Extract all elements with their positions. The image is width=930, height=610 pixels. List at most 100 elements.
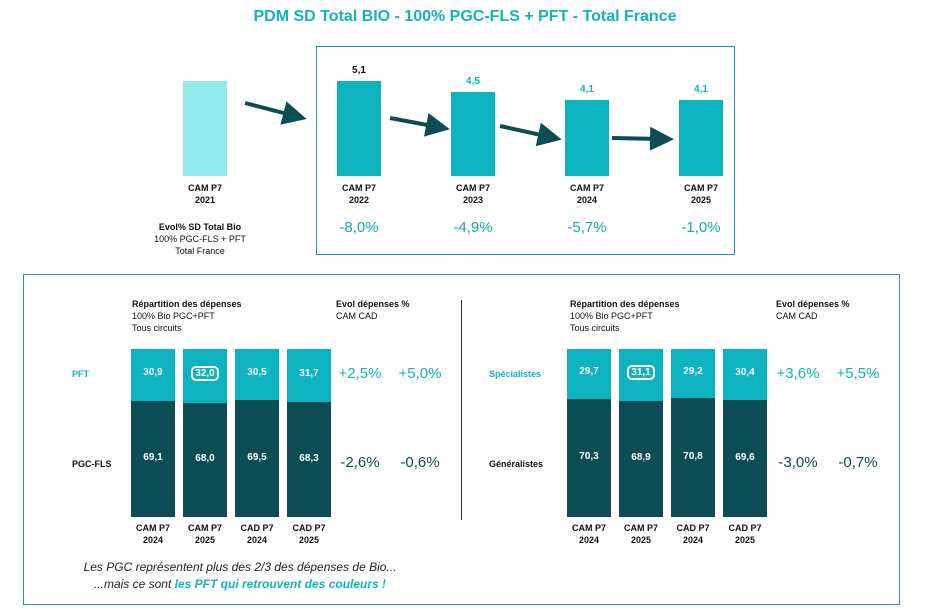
panel2-category-3-line1: 2025 — [734, 535, 756, 545]
panel1-bar-3-top — [287, 349, 331, 403]
top-evol-3: -5,7% — [567, 219, 607, 236]
panel1-evol-top-0: +2,5% — [338, 365, 382, 382]
panel2-bar-2-top — [671, 349, 715, 399]
evol-label-line2: 100% PGC-FLS + PFT — [154, 234, 246, 244]
panel1-header-line2: Tous circuits — [132, 323, 182, 333]
footnote-line1: Les PGC représentent plus des 2/3 des dé… — [40, 560, 440, 574]
panel2-bar-1-top-label: 31,1 — [619, 365, 663, 381]
panel2-category-3-line0: CAD P7 — [728, 523, 762, 533]
panel2-bar-3-bottom — [723, 400, 767, 517]
panel2-category-3: CAD P7 2025 — [710, 522, 780, 546]
panel2-bar-3-top-label: 30,4 — [723, 367, 767, 378]
evol-label-line1: Evol% SD Total Bio — [158, 222, 242, 232]
top-evol-4: -1,0% — [681, 219, 721, 236]
top-category-0-line0: CAM P7 — [187, 183, 222, 193]
panel1-category-2: CAD P7 2024 — [222, 522, 292, 546]
panel1-evol-bottom-0: -2,6% — [340, 454, 380, 471]
panel1-category-0: CAM P7 2024 — [118, 522, 188, 546]
panel2-category-1: CAM P7 2025 — [606, 522, 676, 546]
panel1-evol-bottom-1: -0,6% — [400, 454, 440, 471]
panel2-header-line1: 100% Bio PGC+PFT — [570, 311, 653, 321]
bottom-box — [23, 274, 900, 605]
panel2-category-1-line1: 2025 — [630, 535, 652, 545]
divider — [461, 300, 462, 520]
footnote-line2: ...mais ce sont les PFT qui retrouvent d… — [40, 577, 440, 591]
panel1-category-3-line1: 2025 — [298, 535, 320, 545]
panel2-bar-0-bottom — [567, 398, 611, 517]
footnote-line2-highlight: les PFT qui retrouvent des couleurs ! — [174, 577, 387, 591]
panel1-bar-1-bottom-label: 68,0 — [195, 452, 215, 464]
panel2-bar-0-top — [567, 349, 611, 399]
arrows-layer — [244, 101, 674, 151]
panel1-row-label-1: PGC-FLS — [72, 459, 112, 469]
arrow-2022-2023 — [389, 112, 450, 137]
page-title: PDM SD Total BIO - 100% PGC-FLS + PFT - … — [253, 8, 677, 25]
panel2-category-2-line0: CAD P7 — [676, 523, 710, 533]
top-evol-2: -4,9% — [453, 219, 493, 236]
footnote-line1-text: Les PGC représentent plus des 2/3 des dé… — [83, 560, 397, 574]
panel1-bar-3-top-value: 31,7 — [299, 367, 319, 379]
top-category-1-line0: CAM P7 — [341, 183, 376, 193]
panel2-header-line0: Répartition des dépenses — [570, 299, 680, 309]
panel2-bar-1-bottom-label: 68,9 — [631, 452, 651, 464]
top-bar-label-1: 5,1 — [352, 65, 366, 76]
panel1-category-0-line0: CAM P7 — [135, 523, 170, 533]
top-category-3-line1: 2024 — [576, 195, 598, 205]
top-category-2: CAM P7 2023 — [438, 182, 508, 206]
top-category-3-line0: CAM P7 — [569, 183, 604, 193]
evol-label-line3: Total France — [175, 246, 225, 256]
panel1-bar-0-top-value: 30,9 — [143, 366, 163, 378]
panel2-bar-1-top — [619, 349, 663, 402]
panel1-bar-0-bottom — [131, 400, 175, 517]
top-bar-label-4: 4,1 — [694, 83, 708, 95]
panel2-header-line2: Tous circuits — [570, 323, 620, 333]
top-category-3: CAM P7 2024 — [552, 182, 622, 206]
panel2-category-1-line0: CAM P7 — [623, 523, 658, 533]
panel1-bar-1-top-label: 32,0 — [183, 365, 227, 381]
top-category-2-line0: CAM P7 — [455, 183, 490, 193]
top-bar-2 — [451, 92, 495, 176]
panel2-row-label-1: Généralistes — [489, 459, 544, 469]
panel1-bar-2-top-label: 30,5 — [235, 367, 279, 378]
panel1-category-3: CAD P7 2025 — [274, 522, 344, 546]
panel2-evol-header-line0: Evol dépenses % — [776, 299, 850, 309]
panel1-category-3-line0: CAD P7 — [292, 523, 326, 533]
top-category-4: CAM P7 2025 — [666, 182, 736, 206]
panel2-category-2-line1: 2024 — [682, 535, 704, 545]
top-category-4-line1: 2025 — [690, 195, 712, 205]
panel2-bar-2-bottom-label: 70,8 — [683, 450, 703, 462]
top-bar-1 — [337, 81, 381, 176]
panel1-evol-header-line0: Evol dépenses % — [336, 299, 410, 309]
panel2-category-0-line1: 2024 — [578, 535, 600, 545]
panel1-bar-3-top-label: 31,7 — [287, 368, 331, 379]
panel2-bar-1-bottom — [619, 401, 663, 517]
panel1-bar-2-bottom — [235, 400, 279, 517]
panel2-evol-bottom-1: -0,7% — [838, 454, 878, 471]
top-bar-4 — [679, 99, 723, 176]
panel1-bar-3-bottom — [287, 402, 331, 517]
panel2-bar-1-top-value: 31,1 — [627, 365, 655, 381]
panel2-evol-header-line1: CAM CAD — [776, 311, 818, 321]
panel1-category-1: CAM P7 2025 — [170, 522, 240, 546]
panel1-bar-0-bottom-label: 69,1 — [143, 451, 163, 463]
panel1-row-label-0: PFT — [72, 369, 89, 379]
arrow-2024-2025 — [611, 126, 674, 151]
panel2-bar-2-bottom — [671, 398, 715, 517]
panel1-header-line1: 100% Bio PGC+PFT — [132, 311, 215, 321]
panel1-bar-2-bottom-label: 69,5 — [247, 451, 267, 463]
evol-label: Evol% SD Total Bio 100% PGC-FLS + PFT To… — [140, 221, 260, 257]
panel1-category-1-line0: CAM P7 — [187, 523, 222, 533]
panel2-evol-top-1: +5,5% — [836, 365, 880, 382]
panel1-bar-3-bottom-label: 68,3 — [299, 452, 319, 464]
top-category-2-line1: 2023 — [462, 195, 484, 205]
panel2-bar-2-top-label: 29,2 — [671, 366, 715, 377]
panel1-category-2-line1: 2024 — [246, 535, 268, 545]
arrow-2021-2022 — [244, 101, 307, 125]
panel1-bar-2-top-value: 30,5 — [247, 366, 267, 378]
panel1-header-line0: Répartition des dépenses — [132, 299, 242, 309]
panel2-header: Répartition des dépenses 100% Bio PGC+PFT… — [570, 298, 740, 334]
panel1-category-2-line0: CAD P7 — [240, 523, 274, 533]
top-category-4-line0: CAM P7 — [683, 183, 718, 193]
top-category-0: CAM P7 2021 — [170, 182, 240, 206]
top-evol-1: -8,0% — [339, 219, 379, 236]
